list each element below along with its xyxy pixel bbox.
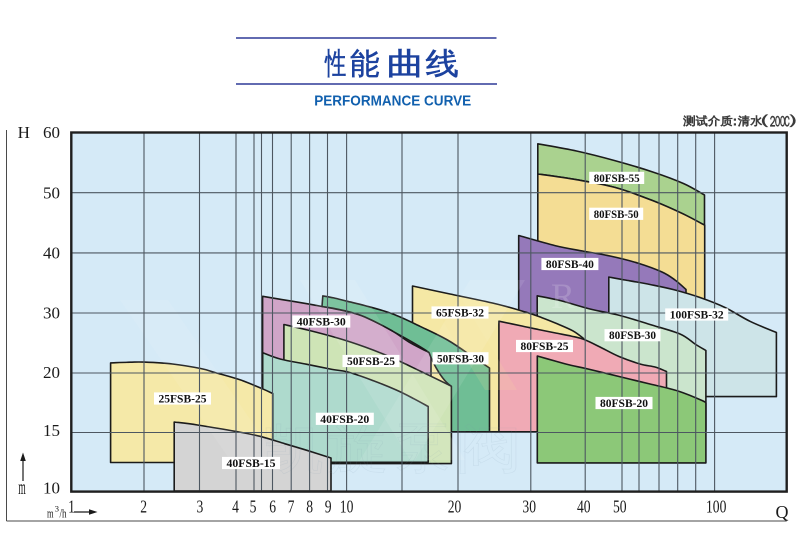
svg-text:40FSB-15: 40FSB-15	[227, 457, 276, 470]
svg-text:3: 3	[55, 504, 59, 514]
svg-text:2: 2	[140, 496, 147, 516]
svg-text:7: 7	[288, 496, 295, 516]
svg-text:15: 15	[43, 421, 60, 440]
svg-text:40FSB-30: 40FSB-30	[297, 316, 346, 329]
svg-text:30: 30	[522, 496, 536, 516]
svg-text:Q: Q	[776, 502, 789, 522]
svg-text:1: 1	[68, 496, 75, 516]
svg-text:80FSB-30: 80FSB-30	[609, 329, 656, 342]
svg-text:8: 8	[306, 496, 313, 516]
svg-text:6: 6	[269, 496, 276, 516]
svg-text:80FSB-25: 80FSB-25	[521, 340, 569, 353]
svg-text:25FSB-25: 25FSB-25	[159, 393, 207, 406]
svg-text:80FSB-55: 80FSB-55	[594, 172, 640, 185]
svg-text:R: R	[551, 276, 575, 316]
svg-text:60: 60	[43, 123, 60, 142]
svg-text:10: 10	[340, 496, 354, 516]
svg-text:80FSB-50: 80FSB-50	[594, 208, 639, 221]
svg-text:50: 50	[613, 496, 627, 516]
svg-text:m: m	[18, 477, 26, 499]
svg-text:100FSB-32: 100FSB-32	[670, 309, 724, 322]
svg-text:65FSB-32: 65FSB-32	[436, 307, 484, 320]
svg-text:50FSB-30: 50FSB-30	[437, 352, 484, 365]
svg-text:50: 50	[43, 183, 60, 202]
svg-text:80FSB-40: 80FSB-40	[546, 258, 594, 271]
svg-text:20: 20	[448, 496, 462, 516]
svg-text:5: 5	[250, 496, 257, 516]
svg-text:40FSB-20: 40FSB-20	[320, 413, 369, 426]
svg-text:10: 10	[43, 479, 60, 498]
svg-text:80FSB-20: 80FSB-20	[600, 397, 648, 410]
svg-text:40: 40	[577, 496, 591, 516]
svg-text:9: 9	[325, 496, 332, 516]
svg-text:4: 4	[232, 496, 239, 516]
svg-text:3: 3	[197, 496, 204, 516]
svg-text:30: 30	[43, 304, 60, 323]
svg-text:40: 40	[43, 244, 60, 263]
svg-text:100: 100	[706, 496, 726, 516]
svg-text:PERFORMANCE CURVE: PERFORMANCE CURVE	[314, 94, 471, 110]
svg-text:m: m	[47, 505, 54, 520]
svg-text:50FSB-25: 50FSB-25	[347, 355, 395, 368]
svg-text:/h: /h	[60, 505, 67, 520]
svg-text:H: H	[18, 123, 30, 142]
svg-text:20: 20	[43, 363, 60, 382]
